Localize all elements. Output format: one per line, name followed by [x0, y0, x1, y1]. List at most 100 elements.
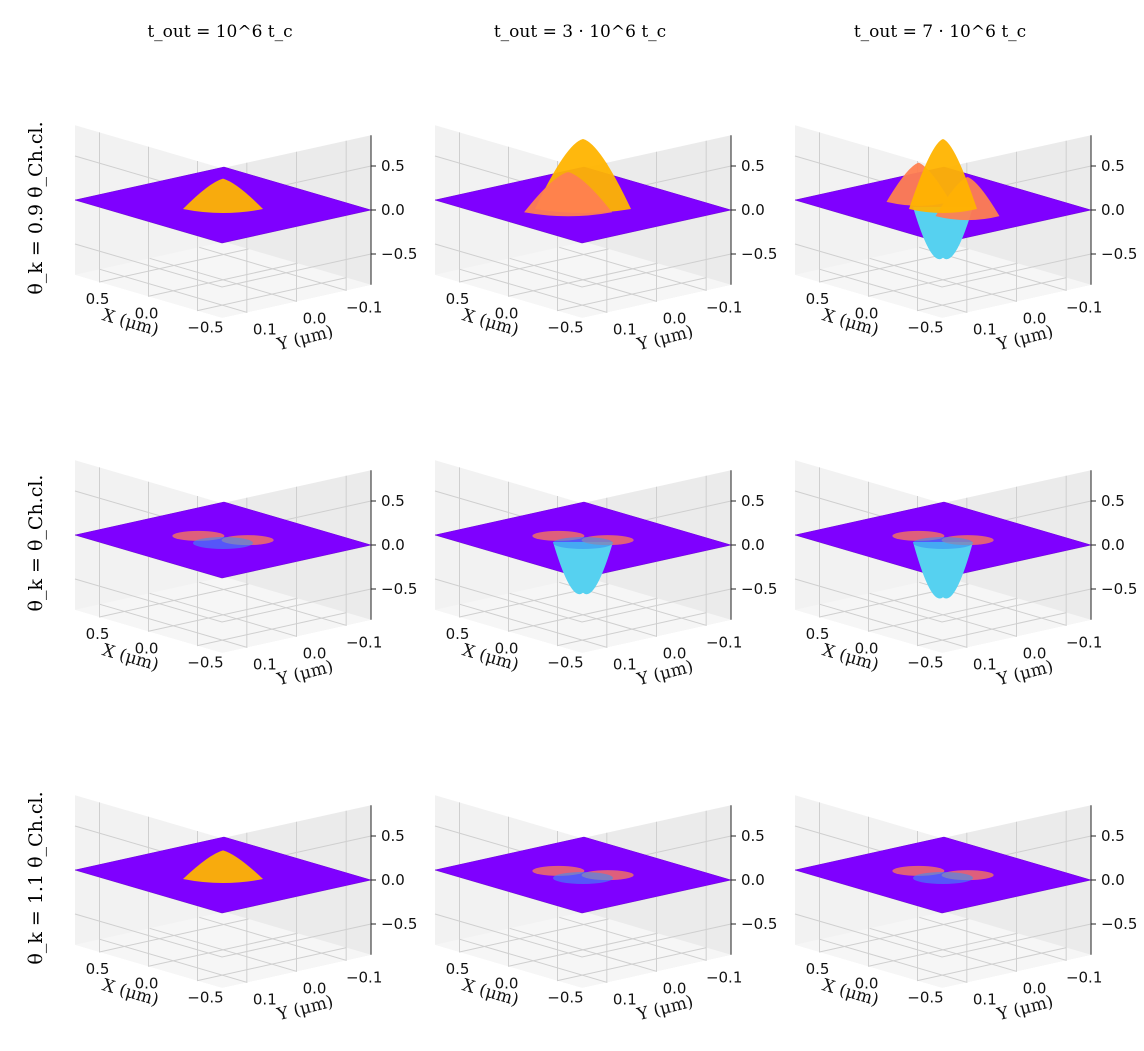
grid-x-0: [459, 467, 609, 618]
z-tick-label-0: 0.5: [381, 492, 405, 510]
y-tick-label-0: 0.1: [253, 655, 277, 673]
x-tick-label-0: 0.5: [86, 625, 110, 643]
x-tick-label-1: 0.0: [135, 974, 159, 992]
y-tick-label-0: 0.1: [973, 990, 997, 1008]
z-tick-label-1: 0.0: [741, 871, 765, 889]
surface-peak-shade: [524, 172, 613, 217]
grid-y-2: [559, 810, 707, 961]
surface-peak: [183, 178, 263, 213]
z-tick-label-2: −0.5: [381, 580, 417, 598]
z-tick-label-1: 0.0: [381, 871, 405, 889]
z-tick-label-1: 0.0: [741, 201, 765, 219]
x-tick-label-0: 0.5: [86, 290, 110, 308]
row-title-3: θ_k = 1.1 θ_Ch.cl.: [25, 791, 47, 964]
x-tick-label-0: 0.5: [446, 960, 470, 978]
x-tick-label-1: 0.0: [495, 974, 519, 992]
z-tick-label-1: 0.0: [1101, 536, 1125, 554]
y-tick-label-0: 0.1: [613, 655, 637, 673]
y-tick-label-1: 0.0: [663, 644, 687, 662]
grid-x-0: [99, 467, 249, 618]
x-tick-label-2: −0.5: [187, 654, 223, 672]
z-tick-label-2: −0.5: [741, 245, 777, 263]
y-tick-label-1: 0.0: [303, 979, 327, 997]
y-tick-label-2: −0.1: [706, 968, 742, 986]
grid-z-2: [434, 243, 732, 288]
y-tick-label-0: 0.1: [613, 320, 637, 338]
row-title-1: θ_k = 0.9 θ_Ch.cl.: [25, 121, 47, 294]
y-tick-label-1: 0.0: [303, 644, 327, 662]
y-tick-label-2: −0.1: [1066, 968, 1102, 986]
z-tick-label-1: 0.0: [1101, 871, 1125, 889]
x-tick-label-2: −0.5: [187, 319, 223, 337]
grid-x-0: [99, 802, 249, 953]
surface-trough: [913, 207, 973, 260]
z-tick-label-1: 0.0: [381, 536, 405, 554]
grid-x-0: [459, 802, 609, 953]
panel-r1-c1: 0.50.0−0.50.50.0−0.5X (μm) 0.10.0−0.1Y (μ…: [74, 125, 417, 355]
y-tick-label-1: 0.0: [663, 979, 687, 997]
grid-x-0: [99, 132, 249, 283]
panels: 0.50.0−0.50.50.0−0.5X (μm) 0.10.0−0.1Y (μ…: [74, 125, 1137, 1025]
grid-y-2: [199, 810, 347, 961]
x-tick-label-0: 0.5: [446, 625, 470, 643]
grid-y-2: [919, 475, 1067, 626]
grid-z-2: [74, 578, 372, 623]
surface-trough: [913, 542, 973, 599]
x-tick-label-1: 0.0: [855, 639, 879, 657]
x-tick-label-1: 0.0: [495, 304, 519, 322]
surface-ripple-center: [913, 872, 973, 884]
surface-trough: [553, 542, 613, 595]
x-tick-label-0: 0.5: [806, 290, 830, 308]
z-tick-label-2: −0.5: [741, 580, 777, 598]
y-tick-label-2: −0.1: [346, 633, 382, 651]
grid-x-0: [819, 802, 969, 953]
row-title-2: θ_k = θ_Ch.cl.: [25, 475, 47, 612]
column-title-3: t_out = 7 · 10^6 t_c: [854, 22, 1026, 42]
z-tick-label-0: 0.5: [1101, 827, 1125, 845]
surface-peak: [183, 850, 263, 883]
x-tick-label-2: −0.5: [547, 654, 583, 672]
x-tick-label-2: −0.5: [547, 989, 583, 1007]
grid-x-0: [459, 132, 609, 283]
y-tick-label-2: −0.1: [346, 298, 382, 316]
column-title-1: t_out = 10^6 t_c: [147, 22, 292, 42]
surface-peak: [909, 139, 977, 213]
x-tick-label-1: 0.0: [495, 639, 519, 657]
surface-ripple-center: [193, 537, 253, 549]
grid-x-0: [819, 467, 969, 618]
grid-z-2: [434, 913, 732, 958]
grid-z-2: [794, 578, 1092, 623]
x-tick-label-1: 0.0: [855, 304, 879, 322]
z-tick-label-2: −0.5: [1101, 915, 1137, 933]
panel-r2-c1: 0.50.0−0.50.50.0−0.5X (μm) 0.10.0−0.1Y (μ…: [74, 460, 417, 690]
y-tick-label-0: 0.1: [613, 990, 637, 1008]
x-tick-label-0: 0.5: [806, 625, 830, 643]
x-tick-label-1: 0.0: [135, 639, 159, 657]
z-tick-label-2: −0.5: [741, 915, 777, 933]
x-tick-label-1: 0.0: [855, 974, 879, 992]
z-tick-label-0: 0.5: [741, 492, 765, 510]
column-title-2: t_out = 3 · 10^6 t_c: [494, 22, 666, 42]
grid-z-2: [794, 913, 1092, 958]
panel-r1-c2: 0.50.0−0.50.50.0−0.5X (μm) 0.10.0−0.1Y (μ…: [434, 125, 777, 355]
y-tick-label-2: −0.1: [1066, 633, 1102, 651]
z-tick-label-1: 0.0: [381, 201, 405, 219]
panel-r3-c1: 0.50.0−0.50.50.0−0.5X (μm) 0.10.0−0.1Y (μ…: [74, 795, 417, 1025]
y-tick-label-1: 0.0: [1023, 309, 1047, 327]
y-tick-label-1: 0.0: [663, 309, 687, 327]
y-tick-label-0: 0.1: [253, 990, 277, 1008]
grid-z-2: [74, 243, 372, 288]
grid-x-0: [819, 132, 969, 283]
y-tick-label-2: −0.1: [706, 298, 742, 316]
grid-y-2: [559, 475, 707, 626]
titles: t_out = 10^6 t_c t_out = 3 · 10^6 t_c t_…: [25, 22, 1026, 965]
z-tick-label-1: 0.0: [1101, 201, 1125, 219]
x-tick-label-2: −0.5: [547, 319, 583, 337]
y-tick-label-0: 0.1: [973, 655, 997, 673]
grid-y-2: [199, 140, 347, 291]
surface-ripple-center: [913, 537, 973, 549]
grid-z-2: [434, 578, 732, 623]
z-tick-label-0: 0.5: [381, 157, 405, 175]
z-tick-label-1: 0.0: [741, 536, 765, 554]
